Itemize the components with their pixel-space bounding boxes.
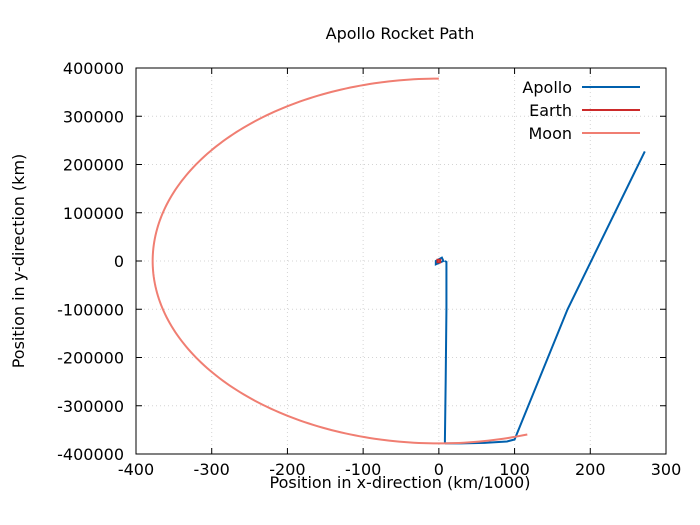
moon-series-line — [151, 77, 528, 445]
y-axis-label: Position in y-direction (km) — [9, 154, 28, 369]
earth-series-line — [436, 258, 442, 264]
x-tick-label: -200 — [269, 460, 305, 479]
plot-series — [151, 77, 646, 445]
legend-label-apollo: Apollo — [522, 78, 572, 97]
y-tick-label: 100000 — [63, 204, 124, 223]
y-tick-label: 400000 — [63, 59, 124, 78]
y-tick-label: 0 — [114, 252, 124, 271]
y-tick-label: -300000 — [57, 397, 124, 416]
x-tick-label: 0 — [434, 460, 444, 479]
x-tick-labels: -400 -300 -200 -100 0 100 200 300 — [118, 460, 681, 479]
y-tick-label: -400000 — [57, 445, 124, 464]
y-tick-label: -100000 — [57, 300, 124, 319]
x-tick-label: 200 — [575, 460, 606, 479]
x-tick-label: -100 — [345, 460, 381, 479]
chart-title: Apollo Rocket Path — [326, 24, 475, 43]
y-tick-label: -200000 — [57, 349, 124, 368]
legend-label-earth: Earth — [529, 101, 572, 120]
x-tick-label: -400 — [118, 460, 154, 479]
x-tick-label: -300 — [194, 460, 230, 479]
x-axis-label: Position in x-direction (km/1000) — [270, 473, 531, 492]
x-tick-label: 100 — [499, 460, 530, 479]
y-tick-label: 300000 — [63, 107, 124, 126]
y-tick-label: 200000 — [63, 156, 124, 175]
x-tick-label: 300 — [651, 460, 682, 479]
apollo-series-line — [443, 260, 448, 444]
plot-frame — [135, 67, 667, 455]
legend: Apollo Earth Moon — [522, 78, 640, 143]
legend-label-moon: Moon — [528, 124, 572, 143]
apollo-series-line — [444, 151, 646, 445]
y-tick-labels: -400000 -300000 -200000 -100000 0 100000 20000… — [57, 59, 124, 464]
grid-lines — [136, 68, 666, 454]
